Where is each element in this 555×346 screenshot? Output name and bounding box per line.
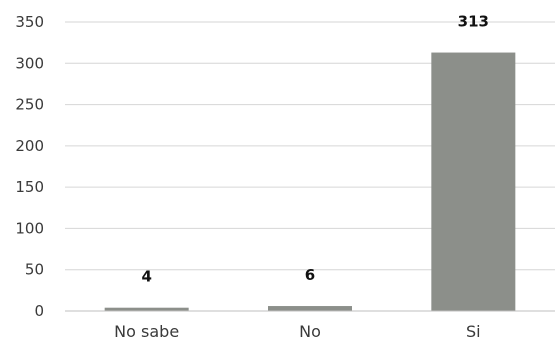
y-axis-ticks: 0 50 100 150 200 250 300 350 <box>15 13 44 320</box>
bar-0 <box>104 307 189 311</box>
data-label-2: 313 <box>458 13 489 31</box>
x-category-label-2: Si <box>466 322 481 341</box>
y-tick-label-2: 100 <box>15 219 44 237</box>
x-axis-categories: No sabe No Si <box>114 322 480 341</box>
y-tick-label-7: 350 <box>15 13 44 31</box>
y-tick-label-4: 200 <box>15 137 44 155</box>
y-tick-label-6: 300 <box>15 54 44 72</box>
y-tick-label-3: 150 <box>15 178 44 196</box>
y-tick-label-1: 50 <box>25 261 44 279</box>
y-tick-label-0: 0 <box>34 302 44 320</box>
x-category-label-0: No sabe <box>114 322 179 341</box>
data-label-1: 6 <box>305 266 315 284</box>
data-labels: 4 6 313 <box>141 13 489 286</box>
bar-2 <box>431 52 516 312</box>
data-label-0: 4 <box>141 268 151 286</box>
y-tick-label-5: 250 <box>15 96 44 114</box>
bar-1 <box>268 306 352 311</box>
bars <box>104 52 516 312</box>
x-category-label-1: No <box>299 322 321 341</box>
gridlines <box>65 21 555 271</box>
